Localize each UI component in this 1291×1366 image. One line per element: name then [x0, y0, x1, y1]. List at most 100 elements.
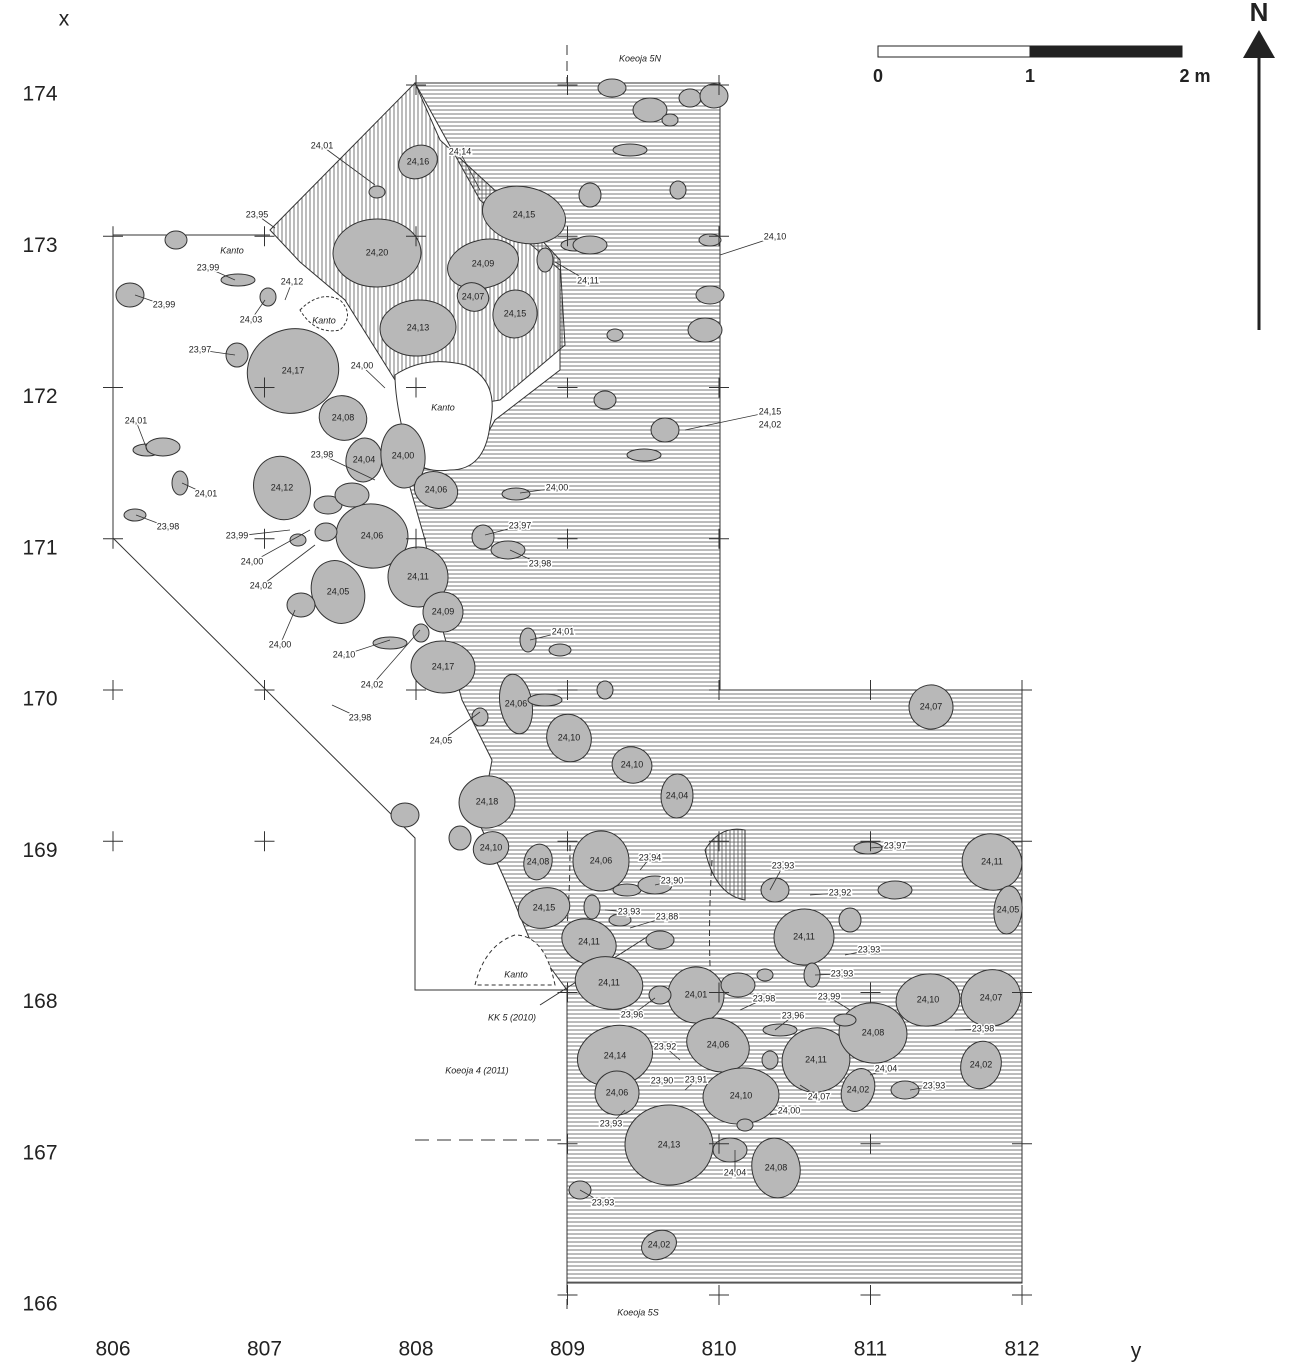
x-tick-label: 169: [22, 839, 57, 862]
stone: [413, 471, 459, 509]
stone-elevation: 24,09: [472, 258, 495, 268]
grid-cross: [709, 831, 729, 852]
point-elevation: 23,98: [529, 558, 552, 568]
small-stone: [650, 417, 680, 443]
small-stone: [286, 592, 316, 618]
stone-elevation: 24,02: [648, 1239, 671, 1249]
stone-elevation: 24,01: [685, 989, 708, 999]
stone-elevation: 24,06: [707, 1039, 730, 1049]
point-elevation: 23,97: [509, 520, 532, 530]
point-elevation: 24,05: [430, 735, 453, 745]
small-stone: [334, 482, 370, 508]
stone-elevation: 24,15: [504, 308, 527, 318]
stone: [960, 969, 1022, 1027]
leader-line: [844, 949, 870, 956]
small-stone: [471, 524, 495, 550]
grid-cross: [557, 982, 578, 1003]
small-stone: [225, 342, 249, 368]
north-arrow: N: [1243, 0, 1275, 330]
grid-cross: [1012, 831, 1032, 852]
stone-elevation: 24,04: [353, 454, 376, 464]
stone: [447, 238, 519, 290]
leader-line: [739, 998, 765, 1011]
leader-line: [251, 529, 311, 563]
point-elevation: 23,90: [651, 1075, 674, 1085]
point-elevation: 24,12: [281, 276, 304, 286]
small-stone: [720, 972, 756, 998]
small-stone: [612, 143, 648, 157]
small-stone: [699, 83, 729, 109]
stone-elevation: 24,11: [805, 1054, 827, 1064]
small-stone: [853, 841, 883, 855]
area-label: Kanto: [504, 969, 528, 979]
small-stone: [171, 470, 189, 496]
leader-line: [954, 1028, 984, 1031]
small-stone: [123, 508, 147, 522]
leader-line: [199, 349, 236, 356]
leader-line: [684, 1079, 697, 1091]
stone: [561, 918, 617, 966]
small-stone: [527, 693, 563, 707]
stone-elevation: 24,18: [476, 796, 499, 806]
point-elevation: 23,95: [246, 209, 269, 219]
grid-cross: [709, 226, 729, 247]
point-elevation: 23,96: [782, 1010, 805, 1020]
leader-line: [284, 281, 293, 301]
stone: [387, 546, 449, 608]
stone: [960, 1040, 1002, 1090]
stone-elevation: 24,11: [578, 936, 600, 946]
stone-elevation: 24,15: [533, 902, 556, 912]
grid-cross: [406, 377, 426, 398]
stone: [380, 423, 426, 489]
small-stone: [760, 877, 790, 903]
leader-line: [529, 631, 564, 641]
point-elevation: 23,93: [923, 1080, 946, 1090]
area-label: Kanto: [312, 315, 336, 325]
small-stone: [606, 328, 624, 342]
north-label: N: [1250, 0, 1269, 27]
point-elevation: 24,01: [195, 488, 218, 498]
point-elevation: 23,92: [829, 887, 852, 897]
stone: [611, 746, 653, 784]
small-stone: [712, 1137, 748, 1163]
small-stone: [372, 636, 408, 650]
grid-cross: [103, 528, 123, 549]
stone: [686, 1017, 750, 1073]
stone: [641, 1229, 677, 1261]
leader-line: [181, 482, 207, 495]
leader-line: [371, 629, 421, 686]
point-elevation: 23,98: [349, 712, 372, 722]
leader-line: [869, 1068, 887, 1076]
grid-cross: [860, 831, 881, 852]
point-elevation: 23,93: [600, 1118, 623, 1128]
small-stone: [578, 182, 602, 208]
scale-white: [877, 45, 1031, 58]
grid-cross: [1012, 1133, 1032, 1154]
leader-line: [343, 639, 391, 656]
small-stone: [519, 627, 537, 653]
stone-elevation: 24,06: [590, 855, 613, 865]
grid-cross: [103, 680, 123, 700]
small-stone: [698, 233, 722, 247]
grid-cross: [709, 1133, 729, 1154]
stone-elevation: 24,17: [432, 661, 455, 671]
x-tick-label: 173: [22, 234, 57, 257]
stone-elevation: 24,15: [513, 209, 536, 219]
point-elevation: 24,04: [724, 1167, 747, 1177]
point-elevation: 24,01: [125, 415, 148, 425]
stone-elevation: 24,11: [981, 856, 1003, 866]
grid-cross: [557, 680, 578, 700]
leader-line: [484, 525, 521, 536]
y-tick-label: 809: [550, 1338, 585, 1361]
small-stone: [593, 390, 617, 410]
stone-elevation: 24,05: [997, 904, 1020, 914]
stone: [594, 1070, 640, 1116]
stone: [456, 282, 490, 312]
point-elevation: 23,88: [656, 911, 679, 921]
small-stone: [220, 273, 256, 287]
small-stone: [289, 533, 307, 547]
grid-cross: [254, 831, 275, 852]
stone: [523, 843, 553, 881]
point-elevation: 24,00: [778, 1105, 801, 1115]
scale-label: 2 m: [1179, 66, 1210, 86]
